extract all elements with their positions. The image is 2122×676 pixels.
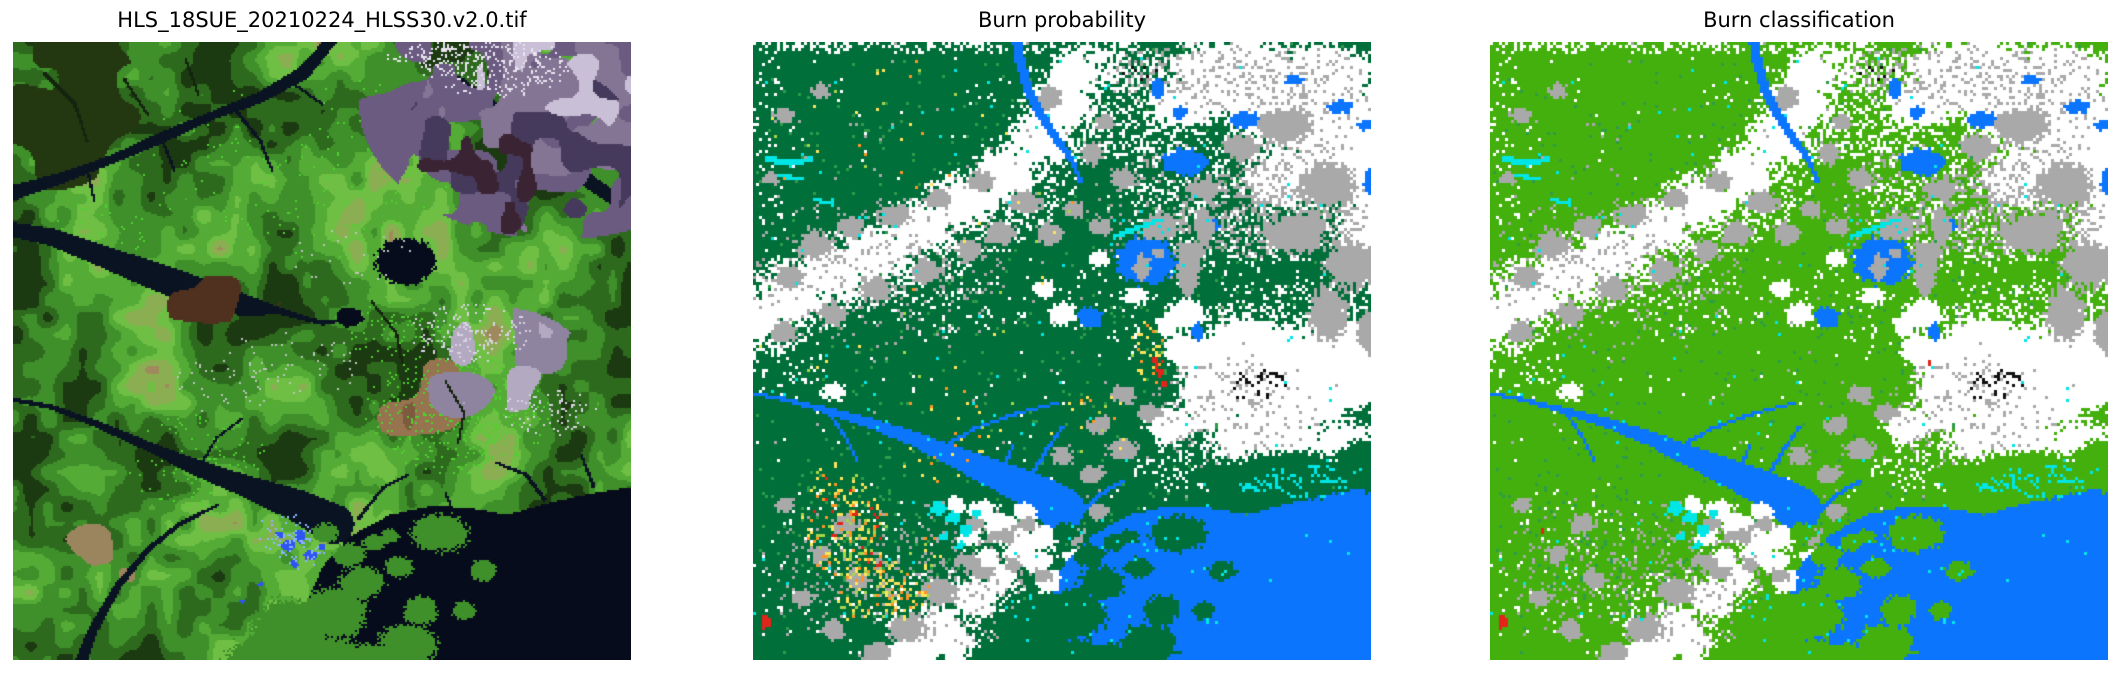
panel-burn-classification: Burn classification: [1490, 0, 2108, 660]
burn-classification-map: [1490, 42, 2108, 660]
panel-title-satellite: HLS_18SUE_20210224_HLSS30.v2.0.tif: [117, 8, 527, 32]
satellite-image: [13, 42, 631, 660]
panel-title-burn-probability: Burn probability: [977, 8, 1146, 32]
burn-probability-map: [753, 42, 1371, 660]
panel-burn-probability: Burn probability: [753, 0, 1371, 660]
panel-satellite: HLS_18SUE_20210224_HLSS30.v2.0.tif: [13, 0, 631, 660]
panel-title-burn-classification: Burn classification: [1703, 8, 1895, 32]
